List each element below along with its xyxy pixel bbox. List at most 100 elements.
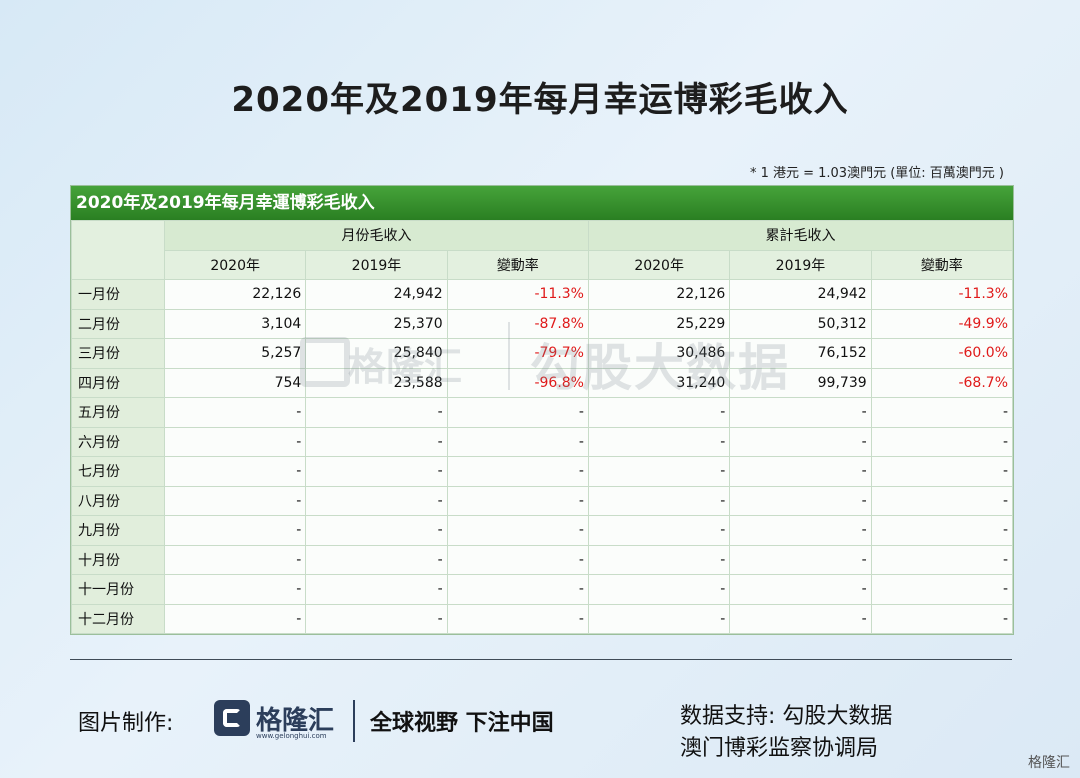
table-cell: - bbox=[729, 515, 872, 546]
table-cell: -60.0% bbox=[870, 338, 1014, 369]
table-cell: - bbox=[587, 485, 731, 516]
table-cell: 30,486 bbox=[587, 338, 731, 369]
table-cell: 23,588 bbox=[305, 367, 448, 398]
corner-watermark: 格隆汇 bbox=[1028, 755, 1070, 771]
table-cell: - bbox=[587, 397, 731, 428]
column-header: 2020年 bbox=[163, 249, 307, 280]
group-header-monthly: 月份毛收入 bbox=[164, 220, 589, 251]
table-cell: 25,229 bbox=[587, 308, 731, 339]
revenue-table: 2020年及2019年每月幸運博彩毛收入 月份毛收入 累計毛收入 2020年 20… bbox=[70, 185, 1014, 635]
table-cell: 99,739 bbox=[729, 367, 872, 398]
table-cell: 25,370 bbox=[305, 308, 448, 339]
table-cell: - bbox=[163, 544, 307, 575]
data-source: 数据支持: 勾股大数据 澳门博彩监察协调局 bbox=[680, 701, 892, 765]
table-cell: - bbox=[305, 426, 448, 457]
table-cell: - bbox=[163, 426, 307, 457]
table-cell: - bbox=[163, 603, 307, 634]
data-grid: 月份毛收入 累計毛收入 2020年 2019年 變動率 2020年 2019年 變動率 一… bbox=[71, 220, 1014, 634]
table-cell: -68.7% bbox=[870, 367, 1014, 398]
table-cell: - bbox=[870, 603, 1014, 634]
table-cell: - bbox=[446, 426, 589, 457]
table-cell: 5,257 bbox=[163, 338, 307, 369]
table-cell: - bbox=[587, 603, 731, 634]
table-cell: - bbox=[446, 456, 589, 487]
table-row: 八月份 - - - - - - bbox=[71, 485, 1014, 516]
table-cell: - bbox=[587, 574, 731, 605]
corner-cell bbox=[71, 220, 165, 280]
table-cell: - bbox=[446, 603, 589, 634]
table-row: 六月份 - - - - - - bbox=[71, 426, 1014, 457]
table-cell: - bbox=[587, 544, 731, 575]
table-cell: 50,312 bbox=[729, 308, 872, 339]
table-cell: - bbox=[163, 456, 307, 487]
table-cell: - bbox=[305, 544, 448, 575]
table-cell: - bbox=[446, 574, 589, 605]
table-row: 七月份 - - - - - - bbox=[71, 456, 1014, 487]
table-cell: - bbox=[870, 426, 1014, 457]
table-row: 一月份 22,126 24,942 -11.3% 22,126 24,942 -11.3% bbox=[71, 279, 1014, 310]
table-cell: -87.8% bbox=[446, 308, 589, 339]
made-by-label: 图片制作: bbox=[78, 711, 174, 736]
table-cell: - bbox=[163, 574, 307, 605]
table-cell: - bbox=[587, 515, 731, 546]
g-logo-icon bbox=[214, 700, 250, 736]
source-org: 澳门博彩监察协调局 bbox=[680, 736, 879, 761]
source-label: 数据支持: 勾股大数据 bbox=[680, 704, 893, 729]
row-label: 六月份 bbox=[71, 426, 165, 457]
row-label: 三月份 bbox=[71, 338, 165, 369]
table-cell: - bbox=[729, 456, 872, 487]
table-title: 2020年及2019年每月幸運博彩毛收入 bbox=[71, 186, 1013, 220]
group-header-cumulative: 累計毛收入 bbox=[587, 220, 1014, 251]
table-cell: - bbox=[729, 544, 872, 575]
row-label: 二月份 bbox=[71, 308, 165, 339]
logo-url: www.gelonghui.com bbox=[256, 732, 327, 740]
footer-divider bbox=[70, 659, 1012, 660]
column-header: 2020年 bbox=[587, 249, 731, 280]
table-cell: - bbox=[729, 397, 872, 428]
row-label: 一月份 bbox=[71, 279, 165, 310]
table-cell: - bbox=[446, 485, 589, 516]
table-cell: -79.7% bbox=[446, 338, 589, 369]
table-cell: -96.8% bbox=[446, 367, 589, 398]
table-cell: - bbox=[729, 426, 872, 457]
table-row: 十月份 - - - - - - bbox=[71, 544, 1014, 575]
table-cell: 3,104 bbox=[163, 308, 307, 339]
unit-note: * 1 港元 = 1.03澳門元 (單位: 百萬澳門元 ) bbox=[749, 166, 1004, 181]
table-cell: - bbox=[305, 574, 448, 605]
row-label: 十二月份 bbox=[71, 603, 165, 634]
table-row: 九月份 - - - - - - bbox=[71, 515, 1014, 546]
table-cell: - bbox=[305, 397, 448, 428]
table-cell: - bbox=[163, 515, 307, 546]
table-cell: -49.9% bbox=[870, 308, 1014, 339]
table-row: 四月份 754 23,588 -96.8% 31,240 99,739 -68.7% bbox=[71, 367, 1014, 398]
table-cell: - bbox=[163, 485, 307, 516]
row-label: 八月份 bbox=[71, 485, 165, 516]
column-header: 變動率 bbox=[446, 249, 589, 280]
table-cell: - bbox=[305, 456, 448, 487]
row-label: 十月份 bbox=[71, 544, 165, 575]
table-cell: 76,152 bbox=[729, 338, 872, 369]
table-cell: - bbox=[870, 574, 1014, 605]
table-cell: - bbox=[446, 515, 589, 546]
row-label: 十一月份 bbox=[71, 574, 165, 605]
table-cell: - bbox=[163, 397, 307, 428]
table-cell: - bbox=[587, 456, 731, 487]
table-cell: -11.3% bbox=[446, 279, 589, 310]
table-row: 二月份 3,104 25,370 -87.8% 25,229 50,312 -49.9% bbox=[71, 308, 1014, 339]
row-label: 四月份 bbox=[71, 367, 165, 398]
row-label: 九月份 bbox=[71, 515, 165, 546]
table-cell: - bbox=[305, 603, 448, 634]
page-title: 2020年及2019年每月幸运博彩毛收入 bbox=[231, 80, 849, 120]
logo-text: 格隆汇 bbox=[256, 706, 335, 736]
table-cell: - bbox=[729, 603, 872, 634]
table-cell: 22,126 bbox=[587, 279, 731, 310]
table-cell: 22,126 bbox=[163, 279, 307, 310]
slogan: 全球视野 下注中国 bbox=[370, 711, 554, 736]
footer-separator bbox=[353, 700, 355, 742]
table-row: 三月份 5,257 25,840 -79.7% 30,486 76,152 -60.0% bbox=[71, 338, 1014, 369]
table-cell: - bbox=[870, 544, 1014, 575]
column-header: 2019年 bbox=[729, 249, 872, 280]
table-cell: - bbox=[446, 544, 589, 575]
table-cell: - bbox=[870, 456, 1014, 487]
table-cell: 754 bbox=[163, 367, 307, 398]
